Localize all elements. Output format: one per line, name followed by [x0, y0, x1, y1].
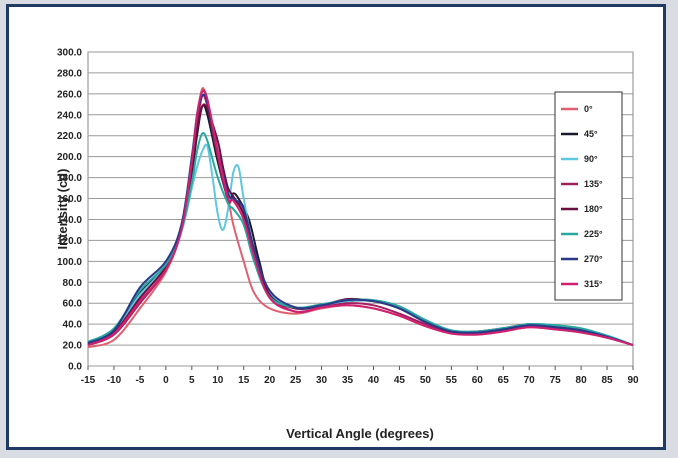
- x-tick-label: 50: [420, 375, 432, 386]
- legend-label: 180°: [584, 204, 603, 214]
- x-tick-label: 60: [472, 375, 484, 386]
- x-tick-label: 85: [601, 375, 613, 386]
- x-tick-labels: -15 -10 -5 0 5 10 15 20 25 30 35 40 45 50 55 60 65 70 75 80…: [81, 375, 639, 386]
- legend-box: [554, 91, 623, 301]
- x-tick-label: 90: [627, 375, 639, 386]
- x-tick-label: 35: [342, 375, 354, 386]
- x-tick-label: 10: [212, 375, 224, 386]
- legend-label: 90°: [584, 154, 598, 164]
- x-tick-label: 15: [238, 375, 250, 386]
- series-lines: [87, 87, 634, 349]
- legend-label: 135°: [584, 179, 603, 189]
- x-tick-label: -15: [81, 375, 96, 386]
- y-tick-labels: 0.0 20.0 40.0 60.0 80.0 100.0 120.0 140.0 160.0 1…: [57, 48, 82, 373]
- y-tick-label: 200.0: [57, 152, 82, 163]
- x-tick-label: 45: [394, 375, 406, 386]
- legend-label: 0°: [584, 104, 593, 114]
- x-tick-label: 30: [316, 375, 328, 386]
- legend-label: 225°: [584, 229, 603, 239]
- y-tick-label: 40.0: [63, 320, 83, 331]
- x-tick-label: 25: [290, 375, 302, 386]
- x-axis-title: Vertical Angle (degrees): [286, 426, 434, 441]
- gridlines: [87, 51, 634, 370]
- y-tick-label: 260.0: [57, 89, 82, 100]
- x-tick-label: 75: [550, 375, 562, 386]
- x-tick-label: 80: [576, 375, 588, 386]
- legend-label: 270°: [584, 254, 603, 264]
- y-tick-label: 100.0: [57, 257, 82, 268]
- series-line: [87, 89, 634, 347]
- y-tick-label: 300.0: [57, 48, 82, 59]
- x-tick-label: 5: [189, 375, 195, 386]
- y-tick-label: 240.0: [57, 110, 82, 121]
- y-tick-label: 120.0: [57, 236, 82, 247]
- x-tick-label: 70: [524, 375, 536, 386]
- legend-label: 315°: [584, 279, 603, 289]
- y-axis-title: Intensity (cd): [55, 169, 70, 250]
- y-tick-label: 20.0: [63, 341, 83, 352]
- x-tick-label: 65: [498, 375, 510, 386]
- x-tick-label: -5: [135, 375, 144, 386]
- y-tick-label: 280.0: [57, 68, 82, 79]
- y-tick-label: 0.0: [68, 362, 82, 373]
- y-tick-label: 80.0: [63, 278, 83, 289]
- x-tick-label: 0: [163, 375, 169, 386]
- plot-area: [87, 51, 634, 367]
- x-tick-label: 40: [368, 375, 380, 386]
- x-tick-label: 55: [446, 375, 458, 386]
- y-tick-label: 60.0: [63, 299, 83, 310]
- y-tick-label: 140.0: [57, 215, 82, 226]
- legend: 0° 45° 90° 135° 180° 225° 270° 315°: [554, 91, 623, 301]
- x-tick-label: -10: [107, 375, 122, 386]
- y-tick-label: 160.0: [57, 194, 82, 205]
- x-tick-label: 20: [264, 375, 276, 386]
- y-tick-label: 220.0: [57, 131, 82, 142]
- y-tick-label: 180.0: [57, 173, 82, 184]
- legend-label: 45°: [584, 129, 598, 139]
